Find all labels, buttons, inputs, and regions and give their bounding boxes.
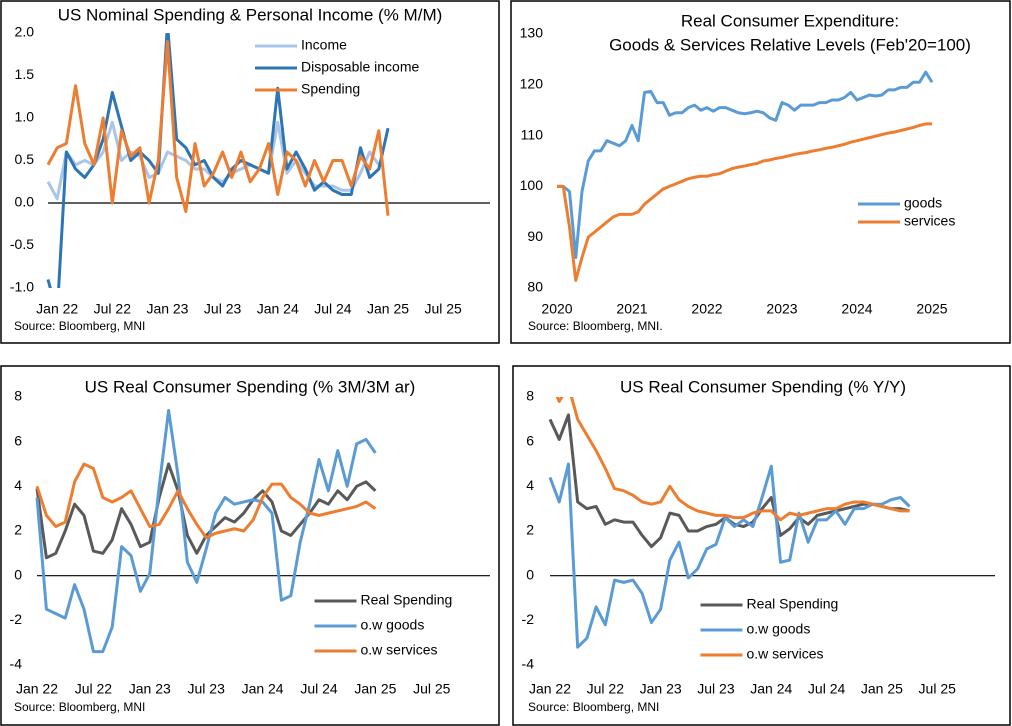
y-tick-label: 6: [526, 432, 534, 448]
y-tick-label: -4: [10, 656, 23, 672]
chart-title: US Real Consumer Spending (% Y/Y): [620, 377, 906, 396]
y-tick-label: -4: [522, 656, 535, 672]
x-tick-label: 2022: [691, 301, 722, 317]
y-tick-label: 2.0: [15, 24, 35, 40]
source-note: Source: Bloomberg, MNI.: [528, 319, 663, 333]
x-tick-label: 2021: [616, 301, 647, 317]
y-tick-label: 100: [520, 177, 544, 193]
x-tick-label: Jul 24: [300, 681, 338, 697]
y-tick-label: 2: [14, 522, 22, 538]
x-tick-label: Jul 25: [413, 681, 451, 697]
source-note: Source: Bloomberg, MNI: [528, 700, 659, 714]
x-tick-label: Jul 25: [424, 301, 462, 317]
source-note: Source: Bloomberg, MNI: [14, 319, 145, 333]
chart-title: US Nominal Spending & Personal Income (%…: [58, 5, 443, 24]
chart-title: US Real Consumer Spending (% 3M/3M ar): [85, 377, 416, 396]
x-tick-label: Jul 22: [94, 301, 132, 317]
y-tick-label: 130: [520, 25, 544, 41]
y-tick-label: 8: [14, 388, 22, 404]
y-tick-label: 4: [526, 477, 534, 493]
y-tick-label: 0: [14, 566, 22, 582]
x-tick-label: 2020: [541, 301, 572, 317]
x-tick-label: 2023: [766, 301, 797, 317]
chart-title: Real Consumer Expenditure:: [681, 11, 899, 30]
x-tick-label: Jan 25: [367, 301, 409, 317]
chart-title: Goods & Services Relative Levels (Feb'20…: [609, 35, 971, 54]
x-tick-label: Jul 25: [919, 681, 957, 697]
y-tick-label: -0.5: [10, 236, 34, 252]
series-line: [548, 462, 911, 649]
legend-label: o.w services: [361, 642, 438, 658]
y-tick-label: 110: [521, 126, 544, 142]
y-tick-label: 90: [527, 228, 543, 244]
y-tick-label: 1.5: [15, 66, 35, 82]
y-tick-label: -2: [10, 611, 23, 627]
panel-frame: [0, 0, 500, 344]
x-tick-label: Jul 23: [204, 301, 242, 317]
panel-frame: [0, 365, 500, 726]
legend-label: Real Spending: [361, 592, 453, 608]
x-tick-label: 2024: [841, 301, 872, 317]
x-tick-label: Jan 22: [36, 301, 78, 317]
series-line: [557, 70, 934, 260]
legend-label: Spending: [301, 81, 360, 97]
x-tick-label: Jan 23: [640, 681, 682, 697]
x-tick-label: Jan 24: [242, 681, 284, 697]
y-tick-label: -2: [522, 611, 535, 627]
panel-frame: [510, 0, 1011, 344]
x-tick-label: Jan 23: [146, 301, 188, 317]
x-tick-label: Jul 23: [697, 681, 735, 697]
x-tick-label: Jul 24: [808, 681, 846, 697]
x-tick-label: Jul 22: [587, 681, 625, 697]
x-tick-label: Jan 23: [129, 681, 171, 697]
x-tick-label: Jan 25: [354, 681, 396, 697]
x-tick-label: Jan 22: [529, 681, 571, 697]
series-line: [555, 397, 910, 522]
y-tick-label: 0.5: [15, 151, 35, 167]
y-tick-label: 8: [526, 388, 534, 404]
legend-label: o.w goods: [747, 621, 811, 637]
y-tick-label: -1.0: [10, 279, 34, 295]
legend-label: goods: [904, 195, 942, 211]
legend-label: Disposable income: [301, 59, 419, 75]
x-tick-label: Jan 24: [257, 301, 299, 317]
y-tick-label: 0: [526, 566, 534, 582]
series-line: [46, 40, 390, 216]
y-tick-label: 4: [14, 477, 22, 493]
y-tick-label: 1.0: [15, 109, 35, 125]
y-tick-label: 80: [527, 279, 543, 295]
x-tick-label: Jul 24: [314, 301, 352, 317]
legend-label: o.w goods: [361, 617, 425, 633]
x-tick-label: Jul 22: [75, 681, 113, 697]
series-line: [35, 462, 377, 540]
legend-label: services: [904, 213, 955, 229]
x-tick-label: Jan 22: [16, 681, 58, 697]
legend-label: Real Spending: [747, 596, 839, 612]
source-note: Source: Bloomberg, MNI: [14, 700, 145, 714]
legend-label: o.w services: [747, 646, 824, 662]
y-tick-label: 120: [520, 76, 544, 92]
series-line: [35, 408, 377, 654]
series-line: [557, 122, 932, 282]
panel-frame: [512, 365, 1011, 726]
legend-label: Income: [301, 37, 347, 53]
x-tick-label: Jan 25: [861, 681, 903, 697]
y-tick-label: 2: [526, 522, 534, 538]
series-line: [548, 413, 910, 549]
x-tick-label: Jul 23: [188, 681, 226, 697]
x-tick-label: Jan 24: [750, 681, 792, 697]
x-tick-label: 2025: [916, 301, 947, 317]
y-tick-label: 0.0: [15, 194, 35, 210]
y-tick-label: 6: [14, 432, 22, 448]
